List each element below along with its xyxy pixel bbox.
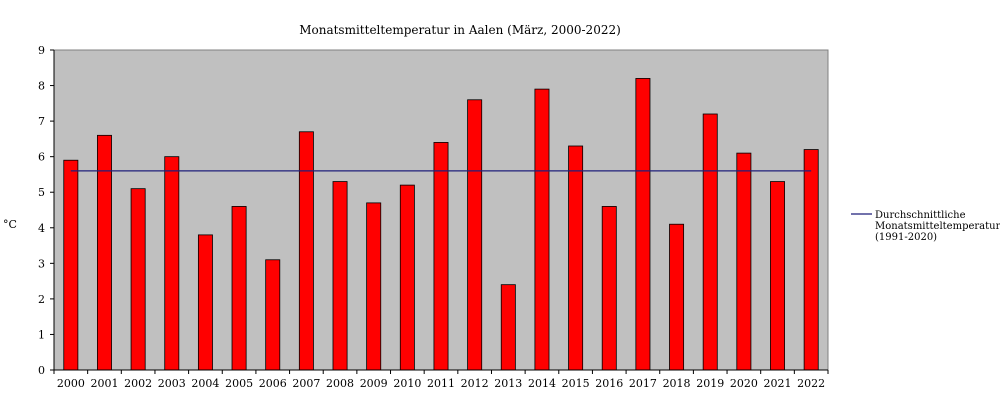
legend-label: Durchschnittliche Monatsmitteltemperatur…	[875, 210, 1000, 243]
x-tick-label: 2006	[259, 377, 287, 390]
x-tick-label: 2020	[730, 377, 758, 390]
x-tick-label: 2000	[57, 377, 85, 390]
x-tick-label: 2013	[494, 377, 522, 390]
x-tick-label: 2018	[663, 377, 691, 390]
x-ticks-group: 2000 2001 2002 2003 2004 2005 2006 2007 2008 2009…	[53, 370, 829, 390]
x-tick-label: 2012	[461, 377, 489, 390]
y-tick-label: 9	[38, 44, 45, 57]
y-tick-label: 6	[38, 151, 45, 164]
legend-label-line-3: (1991-2020)	[875, 232, 937, 243]
x-tick-label: 2015	[562, 377, 590, 390]
bar-2019	[702, 113, 718, 371]
x-tick-label: 2011	[427, 377, 455, 390]
x-tick-label: 2003	[158, 377, 186, 390]
x-tick-label: 2004	[191, 377, 219, 390]
bar-2022	[803, 149, 819, 371]
x-tick-label: 2001	[90, 377, 118, 390]
bar-2010	[399, 184, 415, 371]
bar-2011	[433, 142, 449, 371]
y-tick-label: 8	[38, 80, 45, 93]
bar-2017	[635, 78, 651, 371]
y-tick-label: 3	[38, 257, 45, 270]
bar-2012	[467, 99, 483, 371]
bar-2000	[63, 159, 79, 371]
bar-2020	[736, 152, 752, 371]
bar-2002	[130, 188, 146, 371]
x-tick-label: 2019	[696, 377, 724, 390]
x-tick-label: 2014	[528, 377, 556, 390]
x-tick-label: 2010	[393, 377, 421, 390]
bar-2007	[298, 131, 314, 371]
y-tick-label: 4	[38, 222, 45, 235]
bar-2005	[231, 206, 247, 371]
y-axis-label: °C	[3, 218, 17, 231]
x-tick-label: 2017	[629, 377, 657, 390]
x-tick-label: 2008	[326, 377, 354, 390]
legend-label-line-1: Durchschnittliche	[875, 210, 966, 221]
bar-2003	[164, 156, 180, 371]
bar-2016	[601, 206, 617, 371]
y-tick-label: 2	[38, 293, 45, 306]
legend: Durchschnittliche Monatsmitteltemperatur…	[851, 210, 1000, 243]
x-tick-label: 2009	[360, 377, 388, 390]
bar-2014	[534, 88, 550, 371]
x-tick-label: 2016	[595, 377, 623, 390]
x-tick-label: 2021	[764, 377, 792, 390]
bar-2013	[500, 284, 516, 371]
y-tick-label: 1	[38, 328, 45, 341]
bars-group	[63, 78, 819, 371]
x-tick-label: 2022	[797, 377, 825, 390]
bar-2015	[568, 145, 584, 371]
legend-label-line-2: Monatsmitteltemperatur	[875, 221, 1000, 232]
x-tick-label: 2005	[225, 377, 253, 390]
bar-2008	[332, 181, 348, 371]
bar-2018	[669, 223, 685, 371]
bar-2009	[366, 202, 382, 371]
bar-2021	[770, 181, 785, 371]
y-tick-label: 5	[38, 186, 45, 199]
y-ticks-group: 0 1 2 3 4 5 6 7 8 9	[38, 44, 54, 377]
y-tick-label: 0	[38, 364, 45, 377]
x-tick-label: 2002	[124, 377, 152, 390]
y-tick-label: 7	[38, 115, 45, 128]
x-tick-label: 2007	[292, 377, 320, 390]
bar-2004	[197, 234, 213, 371]
bar-2006	[265, 259, 281, 371]
chart-title: Monatsmitteltemperatur in Aalen (März, 2…	[299, 23, 621, 37]
